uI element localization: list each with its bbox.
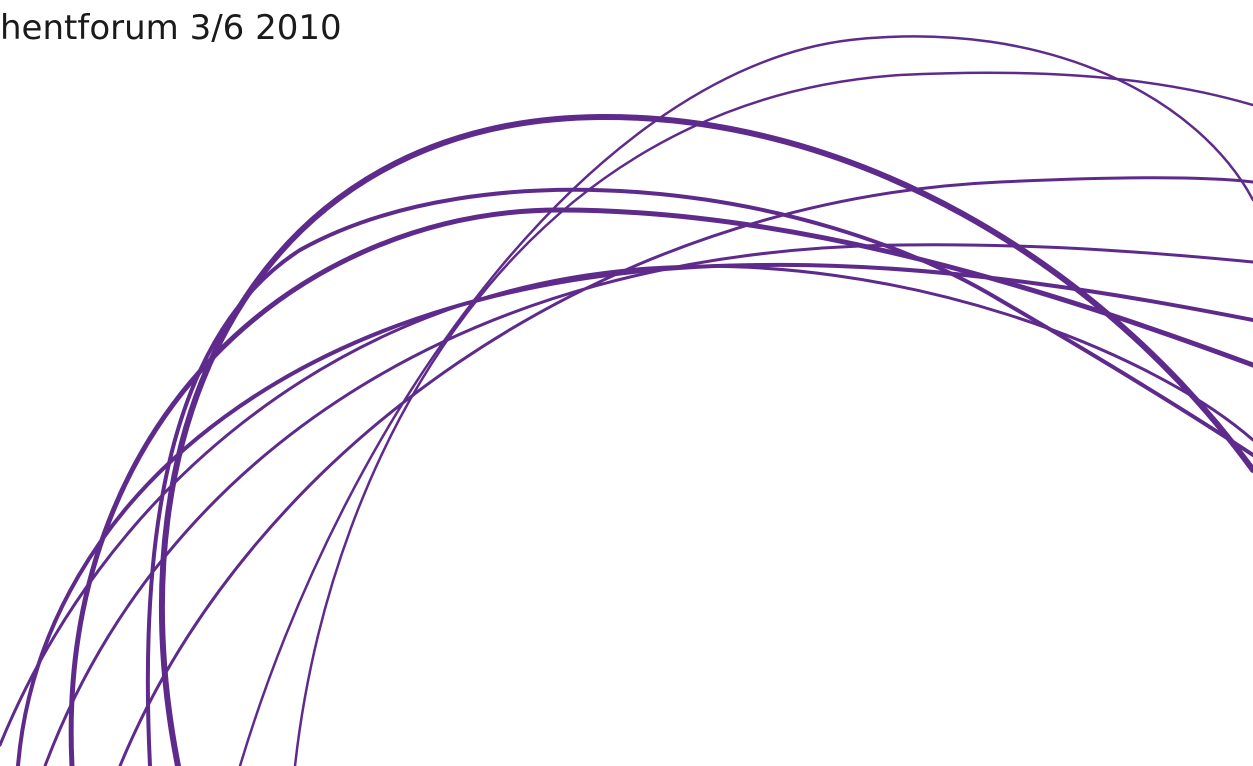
- arc: [68, 207, 1253, 766]
- arc: [0, 264, 1253, 747]
- arc: [238, 35, 1253, 766]
- arc: [145, 187, 1253, 766]
- arc: [159, 113, 1253, 766]
- arc: [16, 262, 1253, 766]
- arc: [293, 71, 1253, 766]
- arc: [43, 243, 1253, 766]
- slide-title: hentforum 3/6 2010: [0, 8, 342, 48]
- arc: [118, 176, 1253, 766]
